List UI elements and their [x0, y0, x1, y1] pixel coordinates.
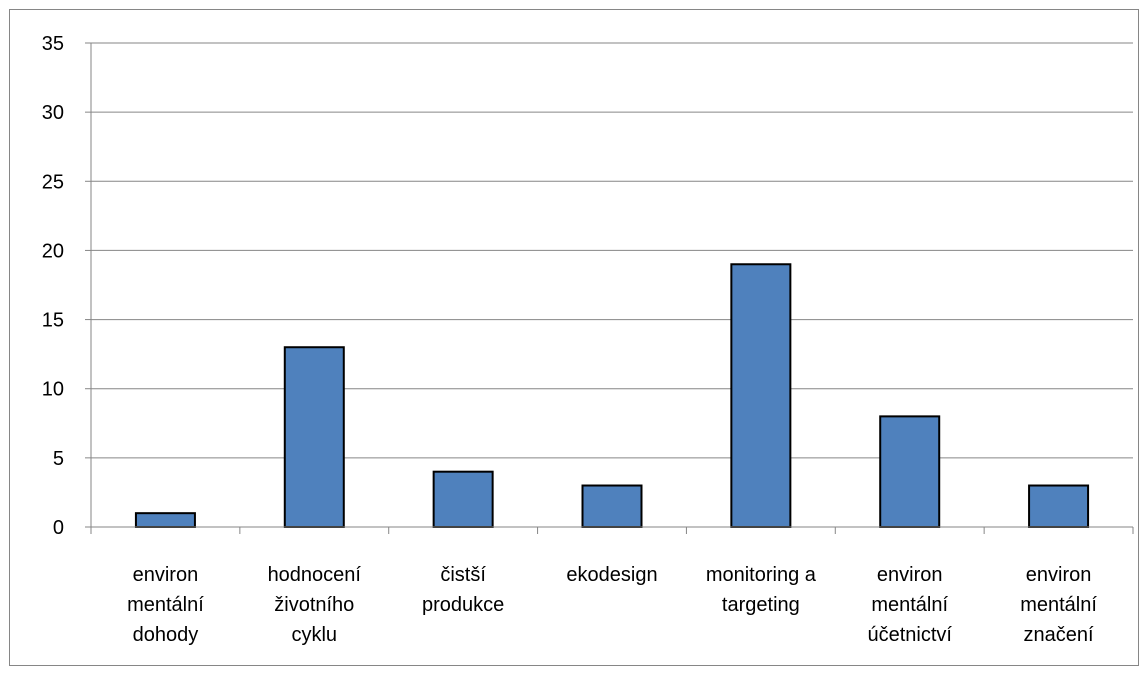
bars [136, 264, 1088, 527]
axis-labels: 0 5 10 15 20 25 30 35 environ mentální dohody hodno… [42, 33, 1098, 646]
y-tick-label: 15 [42, 310, 64, 332]
x-category-label-line: ekodesign [566, 564, 657, 586]
x-category-label: environ mentální účetnictví [867, 564, 952, 646]
bar [136, 513, 195, 527]
x-category-label-line: značení [1024, 624, 1094, 646]
bar [285, 347, 344, 527]
x-category-label-line: produkce [422, 594, 504, 616]
x-category-label: hodnocení životního cyklu [268, 564, 362, 646]
x-category-label-line: cyklu [291, 624, 337, 646]
x-category-label-line: monitoring a [706, 564, 817, 586]
x-category-label: ekodesign [566, 564, 657, 586]
bar [583, 486, 642, 527]
x-category-label-line: mentální [127, 594, 204, 616]
y-tick-label: 5 [53, 448, 64, 470]
x-category-label: environ mentální dohody [127, 564, 204, 646]
bar [880, 416, 939, 527]
x-category-label: monitoring a targeting [706, 564, 817, 616]
x-category-label-line: účetnictví [867, 624, 952, 646]
x-category-label-line: environ [1026, 564, 1092, 586]
bar [731, 264, 790, 527]
gridlines [91, 43, 1133, 458]
y-tick-label: 0 [53, 517, 64, 539]
x-category-label-line: hodnocení [268, 564, 362, 586]
y-tick-label: 20 [42, 240, 64, 262]
x-category-label: environ mentální značení [1020, 564, 1097, 646]
x-category-label-line: environ [133, 564, 199, 586]
bar [434, 472, 493, 527]
x-category-label-line: mentální [871, 594, 948, 616]
x-category-label-line: čistší [440, 564, 486, 586]
y-tick-label: 10 [42, 379, 64, 401]
y-tick-label: 30 [42, 102, 64, 124]
bar [1029, 486, 1088, 527]
x-category-label-line: dohody [133, 624, 199, 646]
y-tick-label: 25 [42, 171, 64, 193]
x-category-label-line: mentální [1020, 594, 1097, 616]
x-category-label-line: targeting [722, 594, 800, 616]
y-tick-label: 35 [42, 33, 64, 55]
x-category-label-line: životního [274, 594, 354, 616]
x-category-label-line: environ [877, 564, 943, 586]
x-category-label: čistší produkce [422, 564, 504, 616]
axes [85, 43, 1133, 534]
